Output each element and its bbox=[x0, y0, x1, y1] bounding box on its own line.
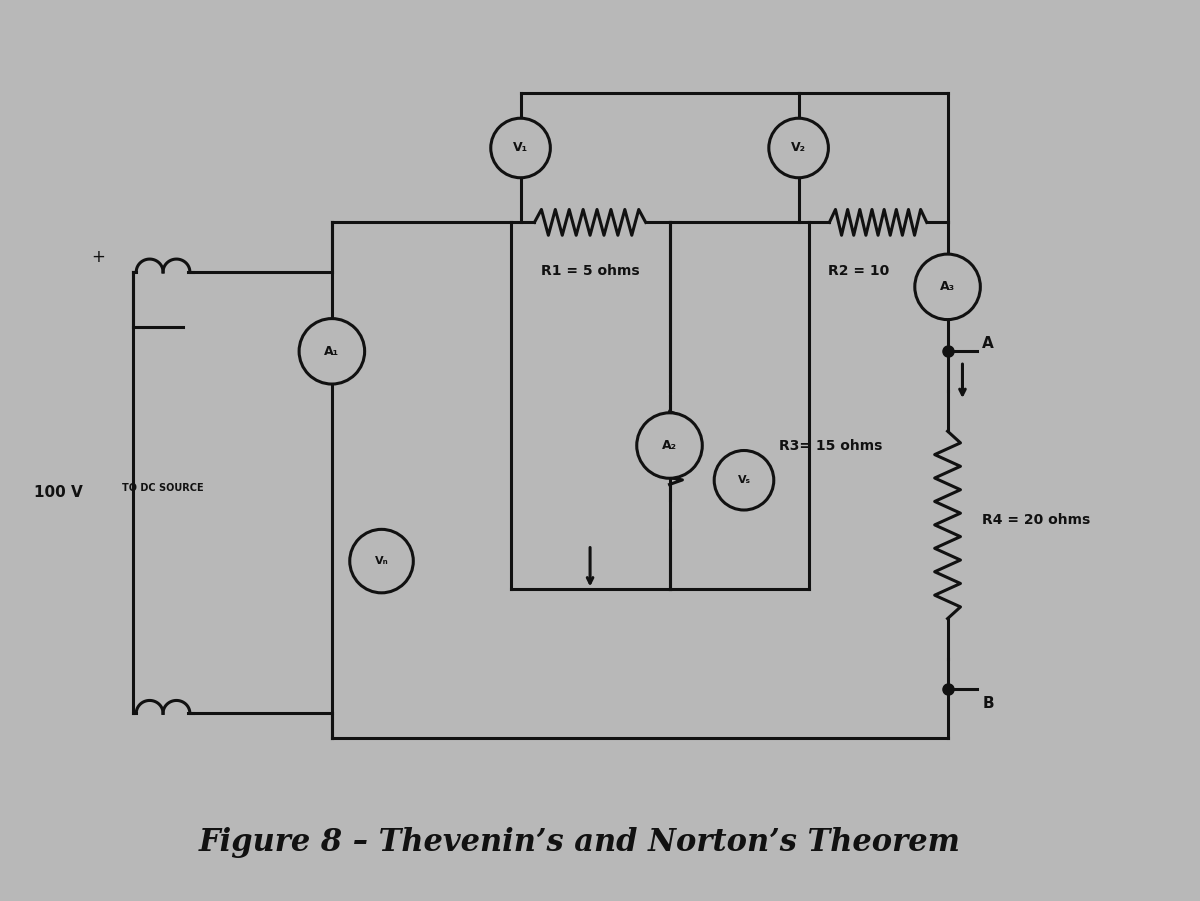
Circle shape bbox=[769, 118, 828, 177]
Text: B: B bbox=[983, 696, 994, 711]
Circle shape bbox=[349, 530, 413, 593]
Circle shape bbox=[714, 450, 774, 510]
Text: 100 V: 100 V bbox=[35, 485, 83, 500]
Text: A₁: A₁ bbox=[324, 345, 340, 358]
Text: R3= 15 ohms: R3= 15 ohms bbox=[779, 439, 882, 452]
Text: Vₛ: Vₛ bbox=[738, 475, 750, 486]
Circle shape bbox=[637, 413, 702, 478]
Text: A: A bbox=[983, 336, 994, 350]
Text: V₂: V₂ bbox=[791, 141, 806, 154]
Circle shape bbox=[914, 254, 980, 320]
Text: +: + bbox=[91, 248, 106, 266]
Text: Figure 8 – Thevenin’s and Norton’s Theorem: Figure 8 – Thevenin’s and Norton’s Theor… bbox=[199, 827, 961, 858]
Text: Vₙ: Vₙ bbox=[374, 556, 389, 566]
Circle shape bbox=[491, 118, 551, 177]
Text: R4 = 20 ohms: R4 = 20 ohms bbox=[983, 513, 1091, 527]
Text: A₂: A₂ bbox=[662, 439, 677, 452]
Text: A₃: A₃ bbox=[940, 280, 955, 294]
Text: TO DC SOURCE: TO DC SOURCE bbox=[122, 483, 204, 493]
Text: R2 = 10: R2 = 10 bbox=[828, 264, 889, 278]
Text: V₁: V₁ bbox=[512, 141, 528, 154]
Circle shape bbox=[299, 319, 365, 384]
Text: R1 = 5 ohms: R1 = 5 ohms bbox=[541, 264, 640, 278]
